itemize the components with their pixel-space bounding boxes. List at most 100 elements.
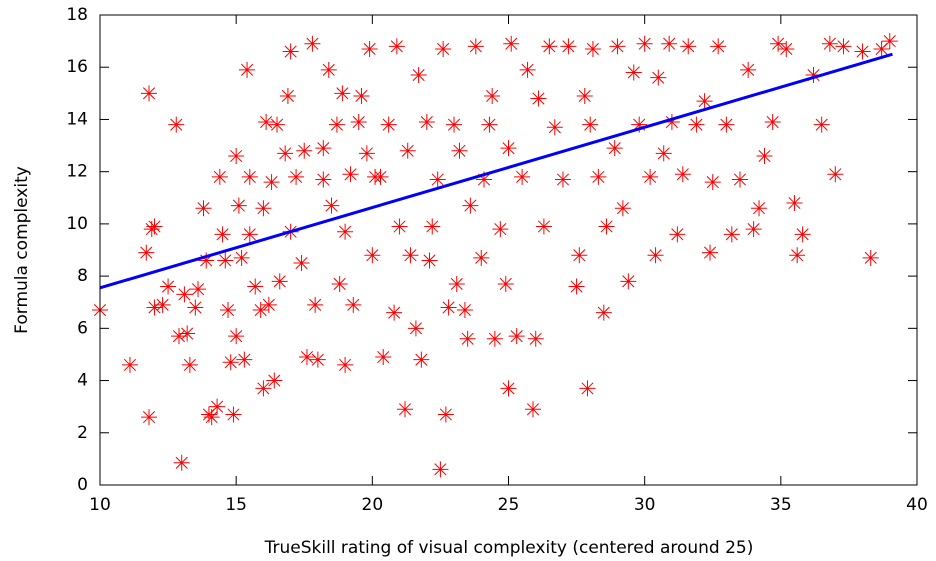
data-point [279, 87, 296, 104]
data-point [514, 168, 531, 185]
marker-stroke [590, 168, 607, 185]
data-point [854, 43, 871, 60]
marker-stroke [233, 249, 250, 266]
data-point [723, 226, 740, 243]
marker-stroke [473, 249, 490, 266]
marker-stroke [170, 328, 187, 345]
marker-stroke [239, 61, 256, 78]
marker-stroke [307, 296, 324, 313]
marker-stroke [195, 200, 212, 217]
marker-stroke [710, 38, 727, 55]
marker-stroke [873, 40, 890, 57]
plot-frame [99, 14, 918, 486]
data-point [271, 273, 288, 290]
data-point [413, 351, 430, 368]
data-point [609, 38, 626, 55]
data-point [266, 372, 283, 389]
marker-stroke [500, 380, 517, 397]
marker-stroke [631, 116, 648, 133]
y-axis-label: Formula complexity [12, 166, 32, 334]
marker-stroke [527, 330, 544, 347]
marker-stroke [198, 252, 215, 269]
data-point [247, 278, 264, 295]
marker-stroke [364, 247, 381, 264]
data-point [484, 87, 501, 104]
data-point [620, 273, 637, 290]
marker-stroke [655, 145, 672, 162]
marker-stroke [407, 320, 424, 337]
y-tick-label: 8 [77, 266, 88, 286]
y-tick-label: 10 [66, 214, 88, 234]
marker-stroke [337, 223, 354, 240]
data-point [435, 40, 452, 57]
data-point [170, 328, 187, 345]
marker-stroke [288, 168, 305, 185]
marker-stroke [255, 380, 272, 397]
data-point [219, 302, 236, 319]
marker-stroke [402, 247, 419, 264]
data-point [228, 148, 245, 164]
marker-stroke [331, 275, 348, 292]
marker-stroke [702, 244, 719, 261]
data-point [176, 286, 193, 303]
marker-stroke [456, 302, 473, 319]
data-point [190, 281, 207, 298]
data-point [424, 218, 441, 235]
marker-stroke [448, 275, 465, 292]
data-point [568, 278, 585, 295]
data-point [873, 40, 890, 57]
data-point [230, 197, 247, 214]
x-tick-label: 15 [225, 495, 247, 515]
data-point [252, 302, 269, 319]
marker-stroke [437, 406, 454, 423]
marker-stroke [282, 43, 299, 60]
marker-stroke [636, 35, 653, 52]
data-point [361, 40, 378, 57]
x-tick-label: 20 [362, 495, 384, 515]
data-point [655, 145, 672, 162]
marker-stroke [530, 90, 547, 107]
marker-stroke [345, 296, 362, 313]
marker-stroke [503, 35, 520, 52]
data-point [386, 304, 403, 321]
data-point [187, 299, 204, 316]
data-point [121, 356, 138, 373]
marker-stroke [391, 218, 408, 235]
marker-stroke [429, 171, 446, 188]
data-point [233, 249, 250, 266]
data-point [345, 296, 362, 313]
data-point [745, 221, 762, 238]
data-point [350, 114, 367, 131]
data-point [203, 409, 220, 426]
data-point [751, 200, 768, 217]
data-point [337, 223, 354, 240]
fit-line [99, 52, 893, 290]
marker-stroke [576, 87, 593, 104]
marker-stroke [190, 281, 207, 298]
data-point [590, 168, 607, 185]
data-point [595, 304, 612, 321]
data-point [786, 195, 803, 211]
marker-stroke [786, 195, 803, 211]
data-point [328, 116, 345, 133]
y-tick-label: 2 [77, 423, 88, 443]
marker-stroke [571, 247, 588, 264]
marker-stroke [388, 38, 405, 55]
marker-stroke [535, 218, 552, 235]
marker-stroke [731, 171, 748, 188]
marker-stroke [661, 35, 678, 52]
data-point [625, 64, 642, 81]
x-tick-label: 30 [634, 495, 656, 515]
data-point [375, 349, 392, 366]
marker-stroke [835, 38, 852, 55]
data-point [579, 380, 596, 397]
marker-stroke [481, 116, 498, 133]
data-point [342, 166, 359, 183]
marker-stroke [214, 226, 231, 243]
data-point [181, 356, 198, 373]
marker-stroke [252, 302, 269, 319]
marker-stroke [358, 145, 375, 162]
data-point [606, 140, 623, 157]
marker-stroke [554, 171, 571, 188]
data-point [696, 93, 713, 110]
